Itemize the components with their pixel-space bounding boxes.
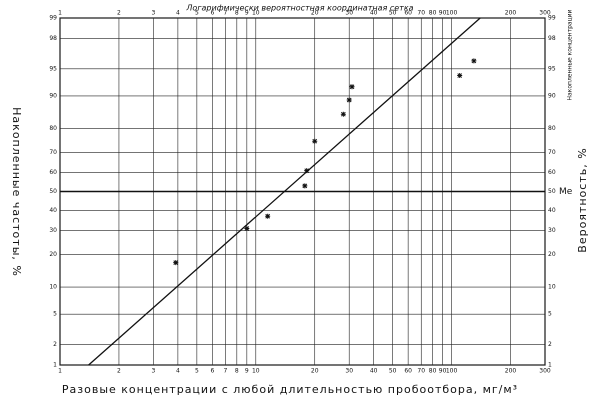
x-tick-label-top: 60 <box>404 10 412 17</box>
x-tick-label: 80 <box>429 368 437 375</box>
y-tick-label: 20 <box>49 251 57 258</box>
y2-tick-label: 2 <box>548 341 552 348</box>
y2-tick-label: 30 <box>548 227 556 234</box>
x-tick-label: 40 <box>370 368 378 375</box>
y-tick-label: 70 <box>49 149 57 156</box>
x-tick-label: 7 <box>224 368 228 375</box>
y2-tick-label: 5 <box>548 311 552 318</box>
y2-tick-label: 70 <box>548 149 556 156</box>
x-tick-label-top: 3 <box>152 10 156 17</box>
data-point <box>346 97 352 103</box>
y-axis-label: Накопленные частоты, % <box>10 107 23 277</box>
data-point <box>265 213 271 219</box>
y2-tick-label: 50 <box>548 188 556 195</box>
x-tick-label-top: 70 <box>417 10 425 17</box>
y-tick-label: 99 <box>49 15 57 22</box>
y-tick-label: 5 <box>53 311 57 318</box>
x-tick-label-top: 7 <box>224 10 228 17</box>
data-point <box>244 225 250 231</box>
y-tick-label: 98 <box>49 35 57 42</box>
x-tick-label-top: 6 <box>210 10 214 17</box>
median-label: Ме <box>559 187 573 197</box>
y-tick-label: 1 <box>53 362 57 369</box>
x-tick-label: 200 <box>505 368 517 375</box>
y2-tick-label: 99 <box>548 15 556 22</box>
data-point <box>471 58 477 64</box>
y-tick-label: 90 <box>49 92 57 99</box>
x-tick-label: 50 <box>389 368 397 375</box>
y2-tick-label: 10 <box>548 284 556 291</box>
x-tick-label: 4 <box>176 368 180 375</box>
x-tick-label: 300 <box>539 368 551 375</box>
y2-tick-label: 40 <box>548 207 556 214</box>
y-tick-label: 40 <box>49 207 57 214</box>
data-point <box>349 84 355 90</box>
x-tick-label-top: 300 <box>539 10 551 17</box>
chart-title: Логарифмически вероятностная координатна… <box>185 4 413 13</box>
data-point <box>173 260 179 266</box>
data-point <box>312 138 318 144</box>
y-tick-label: 10 <box>49 284 57 291</box>
x-tick-label: 90 <box>439 368 447 375</box>
x-tick-label: 2 <box>117 368 121 375</box>
x-tick-label: 20 <box>311 368 319 375</box>
data-point <box>302 183 308 189</box>
x-tick-label-top: 90 <box>439 10 447 17</box>
y-tick-label: 30 <box>49 227 57 234</box>
y-tick-label: 95 <box>49 65 57 72</box>
x-tick-label: 5 <box>195 368 199 375</box>
x-tick-label: 6 <box>210 368 214 375</box>
x-tick-label-top: 200 <box>505 10 517 17</box>
x-tick-label: 60 <box>404 368 412 375</box>
x-tick-label-top: 50 <box>389 10 397 17</box>
x-tick-label-top: 9 <box>245 10 249 17</box>
x-tick-label-top: 80 <box>429 10 437 17</box>
data-point <box>340 111 346 117</box>
x-tick-label-top: 40 <box>370 10 378 17</box>
x-tick-label: 9 <box>245 368 249 375</box>
data-point <box>457 73 463 79</box>
y2-tick-label: 20 <box>548 251 556 258</box>
x-tick-label: 8 <box>235 368 239 375</box>
x-tick-label: 3 <box>152 368 156 375</box>
x-tick-label-top: 20 <box>311 10 319 17</box>
x-tick-label-top: 8 <box>235 10 239 17</box>
y2-tick-label: 98 <box>548 35 556 42</box>
x-tick-label-top: 2 <box>117 10 121 17</box>
x-tick-label-top: 5 <box>195 10 199 17</box>
y2-tick-label: 80 <box>548 125 556 132</box>
x-tick-label-top: 4 <box>176 10 180 17</box>
y2-tick-label: 1 <box>548 362 552 369</box>
x-tick-label-top: 100 <box>446 10 458 17</box>
y2-tick-label: 60 <box>548 169 556 176</box>
x-tick-label-top: 10 <box>252 10 260 17</box>
y-tick-label: 50 <box>49 188 57 195</box>
y-tick-label: 80 <box>49 125 57 132</box>
x-axis-label: Разовые концентрации с любой длительност… <box>62 383 518 396</box>
y-tick-label: 60 <box>49 169 57 176</box>
y-tick-label: 2 <box>53 341 57 348</box>
x-tick-label-top: 30 <box>345 10 353 17</box>
y2-axis-label: Вероятность, % <box>576 147 589 252</box>
fit-line <box>88 17 481 366</box>
x-tick-label: 10 <box>252 368 260 375</box>
x-tick-label: 30 <box>345 368 353 375</box>
x-tick-label: 1 <box>58 368 62 375</box>
x-tick-label: 100 <box>446 368 458 375</box>
x-tick-label-top: 1 <box>58 10 62 17</box>
x-tick-label: 70 <box>417 368 425 375</box>
y2-tick-label: 95 <box>548 65 556 72</box>
side-label: Накопленные концентрации <box>567 9 574 100</box>
y2-tick-label: 90 <box>548 92 556 99</box>
data-point <box>304 168 310 174</box>
